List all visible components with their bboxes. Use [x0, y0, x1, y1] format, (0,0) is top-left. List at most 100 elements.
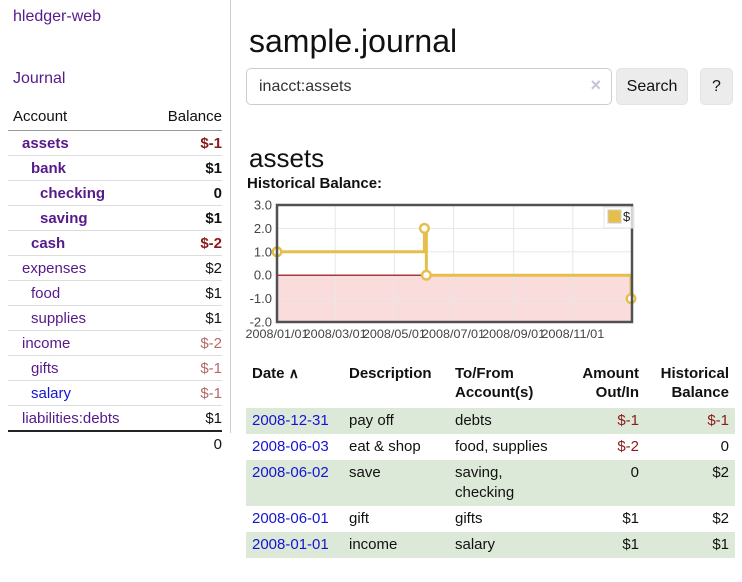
transaction-balance: $2 — [712, 464, 729, 481]
account-balance: $-2 — [200, 234, 222, 252]
svg-text:-2.0: -2.0 — [250, 315, 272, 330]
transaction-description: income — [349, 536, 398, 553]
account-row: food $1 — [8, 281, 222, 306]
account-link[interactable]: assets — [22, 134, 69, 152]
transaction-date-link[interactable]: 2008-12-31 — [252, 412, 329, 429]
transaction-amount: $1 — [622, 510, 639, 527]
svg-text:1.0: 1.0 — [254, 244, 272, 259]
account-balance: 0 — [213, 184, 222, 202]
account-link[interactable]: saving — [40, 209, 88, 227]
search-input[interactable] — [246, 68, 612, 105]
svg-text:2008/11/01: 2008/11/01 — [541, 327, 604, 341]
transaction-amount: $-2 — [617, 438, 639, 455]
transaction-date-link[interactable]: 2008-06-01 — [252, 510, 329, 527]
chart-title: Historical Balance: — [247, 175, 383, 192]
transaction-balance: $1 — [712, 536, 729, 553]
account-link[interactable]: checking — [40, 184, 106, 202]
account-balance: $-2 — [200, 334, 222, 352]
transaction-row: 2008-06-01 gift gifts $1 $2 — [246, 506, 735, 532]
svg-text:2008/09/01: 2008/09/01 — [482, 327, 545, 341]
svg-text:2008/03/01: 2008/03/01 — [304, 327, 367, 341]
account-row: supplies $1 — [8, 306, 222, 331]
transaction-date-link[interactable]: 2008-01-01 — [252, 536, 329, 553]
svg-text:2008/07/01: 2008/07/01 — [422, 327, 485, 341]
account-link[interactable]: expenses — [22, 259, 87, 277]
transaction-amount: $1 — [622, 536, 639, 553]
svg-text:2008/01/01: 2008/01/01 — [246, 327, 309, 341]
account-row: checking 0 — [8, 181, 222, 206]
historical-balance-chart: $3.0 2.0 1.0 0.0 -1.0 -2.02008/01/012008/03/0… — [246, 198, 637, 341]
transaction-amount: 0 — [630, 464, 639, 481]
account-row: liabilities:debts $1 — [8, 406, 222, 430]
account-heading: assets — [249, 142, 325, 173]
transaction-date-link[interactable]: 2008-06-02 — [252, 464, 329, 481]
column-header-date[interactable]: Date ∧ — [252, 365, 299, 382]
help-button[interactable]: ? — [700, 68, 733, 105]
transaction-balance: 0 — [720, 438, 729, 455]
account-balance: $1 — [205, 209, 222, 227]
account-balance: $1 — [205, 284, 222, 302]
transaction-description: eat & shop — [349, 438, 421, 455]
transaction-accounts: salary — [455, 536, 496, 553]
account-link[interactable]: cash — [31, 234, 66, 252]
account-column-header: Account — [13, 108, 68, 125]
account-balance: $1 — [205, 159, 222, 177]
account-balance: $-1 — [200, 359, 222, 377]
register-header-row: Date ∧ Description To/From Account(s) Am… — [246, 361, 735, 408]
account-link[interactable]: supplies — [31, 309, 87, 327]
account-link[interactable]: income — [22, 334, 71, 352]
search-form: × — [246, 68, 612, 105]
account-row: bank $1 — [8, 156, 222, 181]
svg-text:3.0: 3.0 — [254, 198, 272, 213]
account-link[interactable]: bank — [31, 159, 67, 177]
transaction-accounts: debts — [455, 412, 492, 429]
sidebar-item-journal[interactable]: Journal — [13, 70, 66, 87]
svg-text:-1.0: -1.0 — [250, 291, 272, 306]
transaction-balance: $-1 — [707, 412, 729, 429]
account-balance: $1 — [205, 409, 222, 427]
transaction-accounts: saving, checking — [455, 464, 515, 501]
account-tree-header: Account Balance — [8, 104, 222, 131]
search-button[interactable]: Search — [616, 68, 688, 105]
transaction-accounts: food, supplies — [455, 438, 548, 455]
app-title-link[interactable]: hledger-web — [13, 8, 102, 25]
column-header-accounts: To/From Account(s) — [455, 365, 534, 401]
account-tree: Account Balance assets $-1 bank $1 checking 0… — [8, 104, 222, 457]
transaction-row: 2008-01-01 income salary $1 $1 — [246, 532, 735, 558]
transaction-description: pay off — [349, 412, 394, 429]
transaction-description: save — [349, 464, 381, 481]
svg-text:$: $ — [623, 209, 631, 224]
svg-text:2.0: 2.0 — [254, 221, 272, 236]
account-balance: $-1 — [200, 384, 222, 402]
column-header-amount: Amount Out/In — [582, 365, 639, 401]
transaction-balance: $2 — [712, 510, 729, 527]
transaction-date-link[interactable]: 2008-06-03 — [252, 438, 329, 455]
account-link[interactable]: liabilities:debts — [22, 409, 120, 427]
clear-search-icon[interactable]: × — [590, 75, 601, 95]
register-table: Date ∧ Description To/From Account(s) Am… — [246, 361, 735, 558]
account-row: gifts $-1 — [8, 356, 222, 381]
account-balance: $2 — [205, 259, 222, 277]
page-title: sample.journal — [249, 23, 458, 60]
account-balance: $-1 — [200, 134, 222, 152]
account-link[interactable]: salary — [31, 384, 72, 402]
account-row: saving $1 — [8, 206, 222, 231]
account-balance: $1 — [205, 309, 222, 327]
account-tree-total-row: 0 — [8, 430, 222, 457]
account-row: expenses $2 — [8, 256, 222, 281]
sort-ascending-icon: ∧ — [288, 365, 299, 381]
account-row: assets $-1 — [8, 131, 222, 156]
column-header-balance: Historical Balance — [660, 365, 729, 401]
account-row: salary $-1 — [8, 381, 222, 406]
sidebar-divider — [230, 0, 231, 433]
account-row: income $-2 — [8, 331, 222, 356]
account-link[interactable]: gifts — [31, 359, 59, 377]
transaction-row: 2008-06-02 save saving, checking 0 $2 — [246, 460, 735, 506]
account-link[interactable]: food — [31, 284, 61, 302]
account-row: cash $-2 — [8, 231, 222, 256]
account-tree-rows: assets $-1 bank $1 checking 0 saving $1 cash $-2 e… — [8, 131, 222, 430]
transaction-row: 2008-12-31 pay off debts $-1 $-1 — [246, 408, 735, 434]
transaction-amount: $-1 — [617, 412, 639, 429]
column-header-description: Description — [349, 365, 432, 382]
